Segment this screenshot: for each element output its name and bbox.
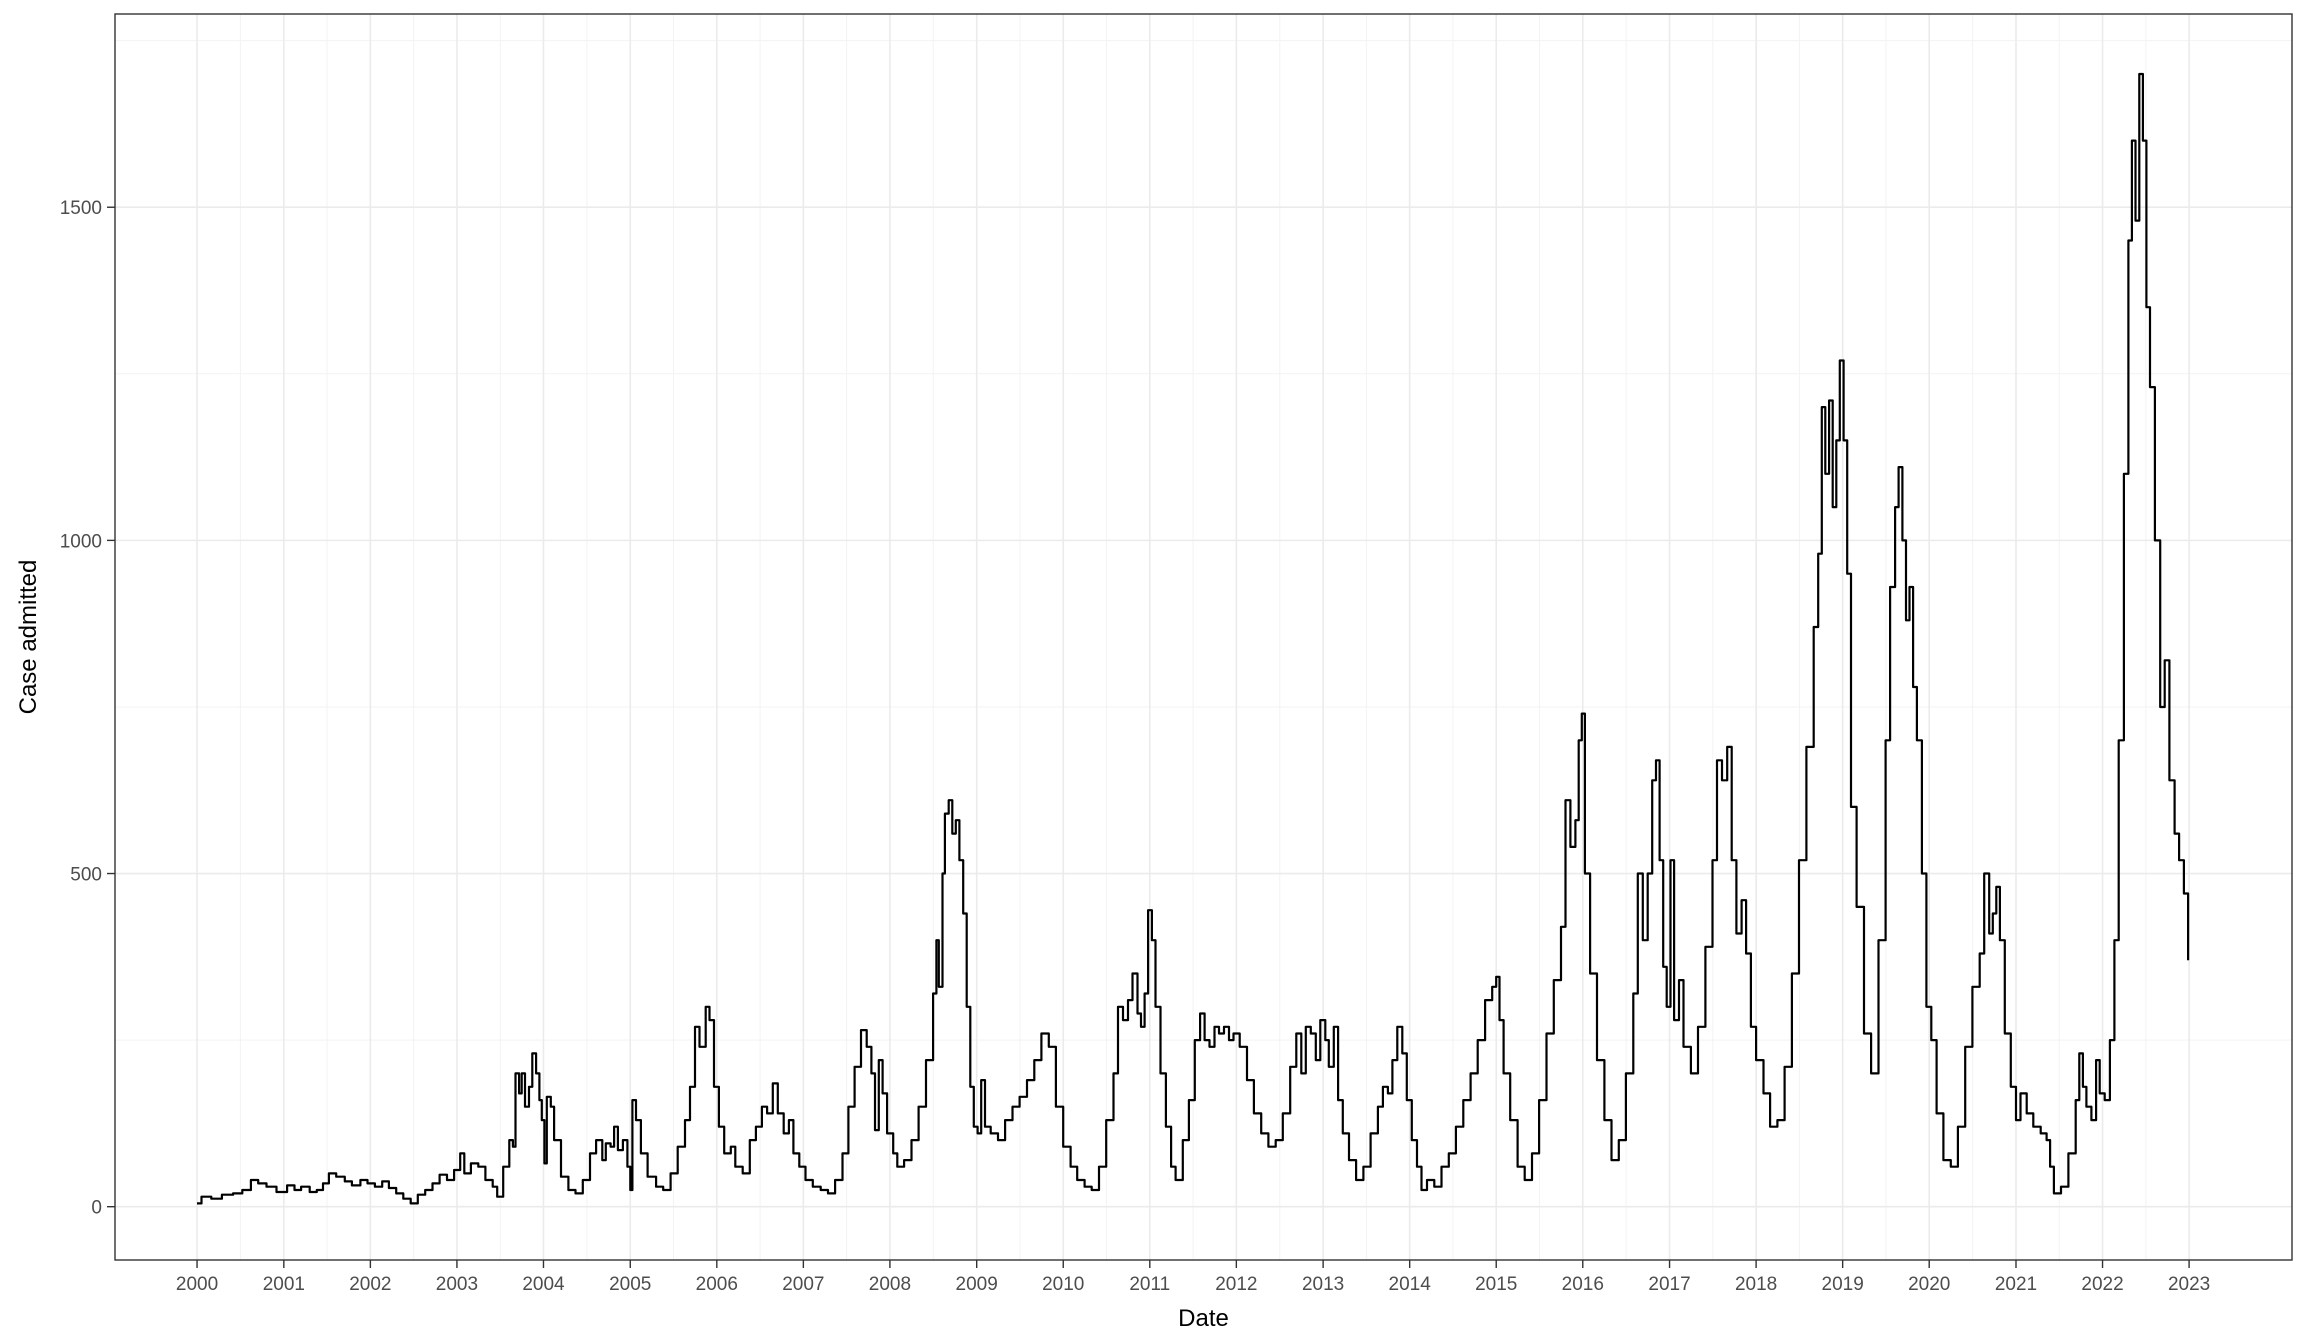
- x-axis-ticks: 2000 2001 2002 2003 2004 2005 2006 2007 2008 2009…: [176, 1260, 2210, 1295]
- x-tick-label: 2007: [782, 1274, 824, 1295]
- x-tick-label: 2015: [1475, 1274, 1517, 1295]
- x-tick-label: 2013: [1302, 1274, 1344, 1295]
- x-tick-label: 2012: [1215, 1274, 1257, 1295]
- x-tick-label: 2004: [522, 1274, 565, 1295]
- y-tick-label: 0: [91, 1198, 102, 1219]
- major-gridlines: [115, 14, 2292, 1260]
- y-axis-title: Case admitted: [15, 560, 42, 715]
- x-tick-label: 2000: [176, 1274, 218, 1295]
- x-tick-label: 2022: [2081, 1274, 2123, 1295]
- series-line: [197, 72, 2190, 1205]
- y-axis-ticks: 0 500 1000 1500: [60, 198, 115, 1219]
- x-tick-label: 2008: [869, 1274, 911, 1295]
- x-tick-label: 2005: [609, 1274, 651, 1295]
- x-tick-label: 2021: [1995, 1274, 2037, 1295]
- x-tick-label: 2003: [436, 1274, 478, 1295]
- y-tick-label: 1500: [60, 198, 102, 219]
- x-tick-label: 2011: [1129, 1274, 1170, 1295]
- y-tick-label: 500: [70, 865, 102, 886]
- panel-border: [114, 13, 2293, 1261]
- x-tick-label: 2016: [1562, 1274, 1604, 1295]
- x-tick-label: 2023: [2168, 1274, 2210, 1295]
- x-tick-label: 2020: [1908, 1274, 1950, 1295]
- x-tick-label: 2002: [349, 1274, 391, 1295]
- x-axis-title: Date: [1178, 1305, 1229, 1332]
- x-tick-label: 2006: [696, 1274, 738, 1295]
- x-tick-label: 2001: [263, 1274, 305, 1295]
- y-tick-label: 1000: [60, 531, 102, 552]
- x-tick-label: 2009: [956, 1274, 998, 1295]
- x-tick-label: 2019: [1822, 1274, 1864, 1295]
- x-tick-label: 2010: [1042, 1274, 1084, 1295]
- x-tick-label: 2014: [1389, 1274, 1432, 1295]
- x-tick-label: 2018: [1735, 1274, 1777, 1295]
- x-tick-label: 2017: [1648, 1274, 1690, 1295]
